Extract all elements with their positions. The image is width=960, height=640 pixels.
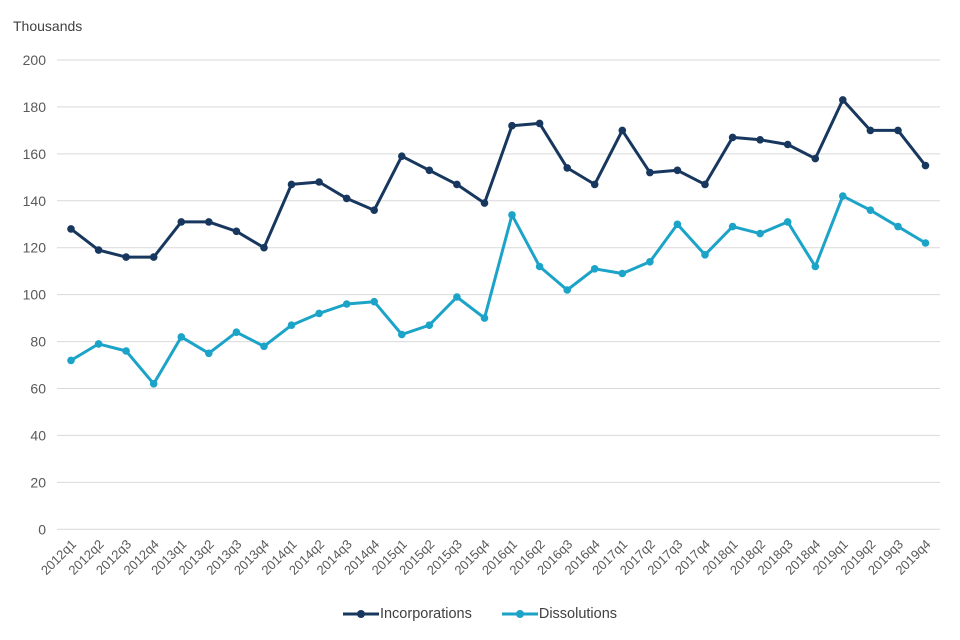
y-axis-tick-label: 60: [30, 381, 46, 397]
data-point-incorporations: [342, 194, 351, 203]
data-point-incorporations: [646, 168, 654, 177]
data-point-dissolutions: [260, 342, 268, 351]
data-point-incorporations: [287, 180, 296, 189]
y-axis-tick-label: 200: [23, 52, 47, 68]
data-point-dissolutions: [563, 286, 571, 294]
data-point-incorporations: [701, 180, 709, 189]
data-point-incorporations: [590, 180, 599, 189]
data-point-incorporations: [508, 121, 516, 130]
data-point-incorporations: [315, 178, 323, 186]
data-point-incorporations: [398, 152, 406, 160]
data-point-incorporations: [67, 225, 75, 233]
data-point-incorporations: [177, 218, 186, 226]
data-point-dissolutions: [894, 222, 902, 231]
series-line-dissolutions: [69, 194, 927, 386]
y-axis-tick-label: 100: [23, 287, 47, 303]
data-point-dissolutions: [673, 220, 682, 229]
data-point-dissolutions: [287, 321, 296, 330]
data-point-incorporations: [673, 166, 682, 175]
data-point-dissolutions: [590, 265, 599, 273]
y-axis-tick-label: 40: [30, 427, 46, 443]
data-point-incorporations: [728, 133, 737, 142]
data-point-dissolutions: [701, 251, 709, 259]
data-point-dissolutions: [453, 293, 461, 301]
data-point-incorporations: [425, 166, 434, 175]
data-point-incorporations: [453, 180, 461, 189]
legend-dot: [356, 610, 365, 618]
y-axis-tick-label: 140: [23, 193, 47, 209]
line-chart: 0204060801001201401601802002012q12012q22…: [23, 52, 940, 578]
data-point-incorporations: [232, 227, 241, 236]
data-point-incorporations: [563, 164, 571, 172]
legend-marker-incorporations-icon: [342, 610, 379, 618]
data-point-incorporations: [370, 206, 379, 214]
data-point-dissolutions: [122, 347, 130, 355]
data-point-dissolutions: [756, 229, 764, 238]
data-point-incorporations: [811, 154, 820, 163]
legend-label: Dissolutions: [538, 606, 618, 622]
y-axis-unit-label: Thousands: [13, 18, 83, 34]
y-axis-tick-label: 180: [23, 99, 47, 115]
data-point-incorporations: [618, 126, 627, 135]
data-point-incorporations: [205, 218, 213, 226]
data-point-incorporations: [783, 140, 792, 149]
data-point-incorporations: [94, 246, 103, 254]
data-point-incorporations: [921, 161, 930, 170]
data-point-incorporations: [122, 253, 130, 261]
chart-legend: Incorporations Dissolutions: [0, 600, 960, 628]
y-axis-tick-label: 20: [30, 474, 46, 490]
data-point-incorporations: [535, 119, 544, 128]
data-point-dissolutions: [921, 239, 930, 247]
data-point-incorporations: [894, 126, 902, 135]
data-point-dissolutions: [205, 349, 213, 358]
y-axis-tick-label: 0: [38, 521, 46, 537]
y-axis-tick-label: 120: [23, 240, 47, 256]
legend-dot: [515, 610, 524, 618]
data-point-dissolutions: [342, 300, 351, 308]
data-point-dissolutions: [149, 380, 158, 388]
data-point-incorporations: [756, 136, 764, 144]
data-point-incorporations: [260, 243, 268, 252]
data-point-incorporations: [149, 253, 158, 261]
data-point-dissolutions: [94, 340, 103, 348]
data-point-incorporations: [839, 96, 847, 104]
data-point-dissolutions: [783, 218, 792, 226]
data-point-incorporations: [866, 126, 875, 135]
legend-marker-dissolutions-icon: [501, 610, 538, 618]
data-point-dissolutions: [177, 333, 186, 341]
data-point-dissolutions: [508, 211, 516, 219]
data-point-incorporations: [480, 199, 489, 207]
data-point-dissolutions: [811, 262, 820, 271]
legend-item-dissolutions: Dissolutions: [501, 606, 618, 622]
legend-item-incorporations: Incorporations: [342, 606, 472, 622]
data-point-dissolutions: [535, 262, 544, 271]
data-point-dissolutions: [425, 321, 434, 330]
series-line-incorporations: [69, 98, 927, 259]
data-point-dissolutions: [480, 314, 489, 322]
y-axis-tick-label: 160: [23, 146, 47, 162]
data-point-dissolutions: [67, 356, 75, 365]
data-point-dissolutions: [646, 258, 654, 266]
data-point-dissolutions: [839, 192, 847, 200]
legend-label: Incorporations: [379, 606, 472, 622]
data-point-dissolutions: [315, 309, 323, 318]
data-point-dissolutions: [398, 330, 406, 339]
y-axis-tick-label: 80: [30, 334, 46, 350]
data-point-dissolutions: [728, 222, 737, 231]
data-point-dissolutions: [232, 328, 241, 337]
data-point-dissolutions: [370, 297, 379, 306]
data-point-dissolutions: [866, 206, 875, 214]
data-point-dissolutions: [618, 269, 627, 278]
